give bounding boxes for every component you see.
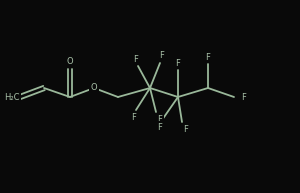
- Text: F: F: [158, 123, 162, 131]
- Text: F: F: [132, 113, 136, 122]
- Text: F: F: [158, 114, 162, 124]
- Text: F: F: [206, 52, 210, 62]
- Text: F: F: [160, 52, 164, 60]
- Text: F: F: [134, 54, 138, 63]
- Text: F: F: [241, 92, 246, 102]
- Text: F: F: [184, 124, 188, 134]
- Text: O: O: [67, 58, 73, 67]
- Text: H₂C: H₂C: [4, 92, 20, 102]
- Text: O: O: [91, 84, 97, 92]
- Text: F: F: [176, 58, 180, 68]
